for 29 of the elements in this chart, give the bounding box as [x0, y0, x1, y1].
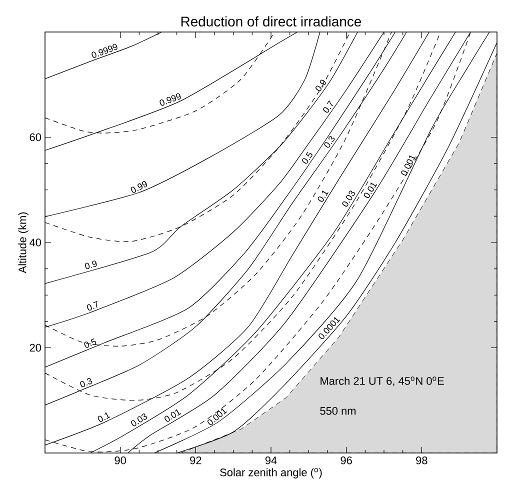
- text: 0.3: [80, 378, 92, 388]
- chart-title: Reduction of direct irradiance: [181, 16, 362, 26]
- x-axis-title: Solar zenith angle ($^{o}$): [220, 468, 322, 478]
- y-tick-label: 40: [30, 238, 42, 246]
- text: 0.1: [318, 190, 328, 202]
- x-tick-label: 92: [190, 456, 202, 464]
- annotation: 550 nm: [320, 407, 356, 415]
- text: 0.9: [84, 260, 97, 270]
- text: 0.7: [86, 300, 98, 311]
- text: 0.001: [401, 155, 416, 176]
- text: 0.7: [323, 100, 333, 113]
- text: 0.999: [160, 93, 181, 106]
- x-tick-label: 98: [416, 456, 428, 464]
- text: 0.03: [131, 414, 148, 426]
- y-axis-title: Altitude (km): [18, 212, 28, 274]
- x-tick-label: 94: [265, 456, 277, 464]
- annotation: March 21 UT 6, 45$^{o}$N 0$^{o}$E: [320, 376, 444, 386]
- text: 0.9: [316, 80, 326, 92]
- text: 0.1: [98, 412, 110, 422]
- y-tick-label: 20: [30, 344, 42, 352]
- x-tick-label: 96: [340, 456, 352, 464]
- legend-label: 0.9999: [92, 44, 118, 58]
- text: 0.5: [84, 338, 96, 348]
- x-tick-label: 90: [114, 456, 126, 464]
- text: 0.5: [302, 152, 312, 164]
- y-tick-label: 60: [30, 133, 42, 142]
- text: 0.99: [130, 181, 147, 193]
- text: 0.3: [324, 136, 335, 148]
- text: 0.01: [164, 409, 182, 422]
